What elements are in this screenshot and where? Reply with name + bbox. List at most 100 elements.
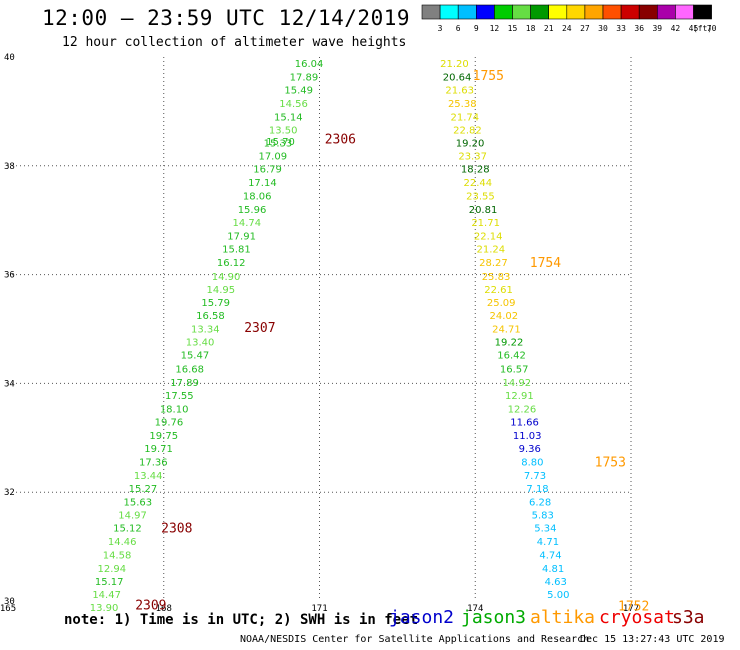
y-tick-label: 30 — [4, 597, 15, 607]
wave-height-label: 12.26 — [508, 405, 537, 416]
colorbar-swatch — [693, 4, 712, 20]
wave-height-label: 15.49 — [284, 86, 313, 97]
wave-height-label: 24.02 — [489, 311, 518, 322]
pass-time-label: 2308 — [161, 522, 192, 537]
wave-height-label: 23.55 — [466, 191, 495, 202]
colorbar-unit-label: (ft) — [693, 24, 712, 33]
wave-height-label: 15.33 — [264, 138, 293, 149]
colorbar-swatch — [602, 4, 622, 20]
wave-height-label: 17.89 — [290, 73, 319, 84]
wave-height-label: 8.80 — [521, 457, 543, 468]
colorbar-legend: 3 6 9 12 15 18 21 24 27 30 33 36 39 42 45 70(ft) — [421, 4, 717, 33]
satellite-altika: altika — [530, 607, 596, 628]
wave-height-label: 15.63 — [123, 498, 152, 509]
colorbar-swatch — [548, 4, 568, 20]
wave-height-label: 24.71 — [492, 325, 521, 336]
colorbar-swatch — [457, 4, 477, 20]
wave-height-label: 15.27 — [129, 484, 158, 495]
wave-height-label: 21.24 — [477, 245, 506, 256]
wave-height-label: 22.61 — [484, 285, 513, 296]
wave-height-label: 9.36 — [519, 444, 541, 455]
wave-height-label: 19.20 — [456, 138, 485, 149]
plot-grid — [8, 57, 632, 601]
colorbar-tick-label: 45 — [689, 24, 699, 33]
x-tick-label: 171 — [311, 604, 327, 614]
wave-height-label: 5.83 — [532, 511, 554, 522]
pass-time-label: 1754 — [530, 256, 561, 271]
wave-height-label: 15.17 — [95, 577, 124, 588]
wave-height-label: 17.09 — [258, 152, 287, 163]
units-note: note: 1) Time is in UTC; 2) SWH is in fe… — [64, 612, 419, 628]
colorbar-swatch — [530, 4, 549, 20]
x-tick-label: 165 — [0, 604, 16, 614]
time-labels: 2306 2307 2308 2309 1755 1754 1753 1752 — [135, 69, 649, 614]
wave-height-label: 11.66 — [510, 418, 539, 429]
wave-height-label: 13.40 — [186, 338, 215, 349]
wave-height-label: 14.56 — [279, 99, 308, 110]
wave-height-label: 25.83 — [482, 272, 511, 283]
colorbar-tick-label: 30 — [598, 24, 608, 33]
wave-height-label: 13.90 — [90, 603, 119, 614]
wave-height-label: 4.71 — [537, 537, 559, 548]
wave-height-label: 7.73 — [524, 471, 546, 482]
wave-height-label: 13.44 — [134, 471, 163, 482]
wave-height-label: 12.91 — [505, 391, 534, 402]
colorbar-swatch — [494, 4, 513, 20]
colorbar-tick-label: 6 — [456, 24, 461, 33]
wave-height-label: 16.57 — [500, 364, 529, 375]
colorbar-swatch — [675, 4, 694, 20]
wave-height-label: 5.34 — [534, 524, 556, 535]
colorbar-swatch — [512, 4, 531, 20]
wave-height-label: 4.63 — [545, 577, 567, 588]
wave-height-label: 15.47 — [181, 351, 210, 362]
wave-height-label: 22.82 — [453, 125, 482, 136]
wave-height-label: 19.22 — [495, 338, 524, 349]
satellite-s3a: s3a — [672, 607, 705, 628]
colorbar-tick-label: 27 — [580, 24, 590, 33]
colorbar-tick-label: 39 — [652, 24, 662, 33]
wave-height-label: 16.04 — [295, 59, 324, 70]
colorbar-swatch — [656, 4, 676, 20]
pass-time-label: 2306 — [325, 133, 356, 148]
y-tick-label: 34 — [4, 379, 15, 389]
colorbar-swatch — [475, 4, 495, 20]
wave-height-label: 11.03 — [513, 431, 542, 442]
wave-height-label: 16.42 — [497, 351, 526, 362]
wave-height-label: 17.91 — [227, 232, 256, 243]
pass-time-label: 2307 — [244, 321, 275, 336]
wave-height-label: 21.71 — [471, 218, 500, 229]
wave-height-label: 21.74 — [451, 112, 480, 123]
colorbar-tick-label: 70 — [707, 24, 717, 33]
colorbar-tick-label: 33 — [616, 24, 626, 33]
colorbar-tick-label: 9 — [474, 24, 479, 33]
y-tick-label: 36 — [4, 271, 15, 281]
wave-height-label: 15.14 — [274, 112, 303, 123]
wave-height-label: 14.95 — [207, 285, 236, 296]
colorbar-swatch — [566, 4, 586, 20]
wave-height-points: 16.04 17.89 15.49 14.56 15.14 13.5015.7015.33… — [90, 59, 570, 614]
wave-height-label: 4.74 — [539, 550, 561, 561]
wave-height-label: 14.97 — [118, 511, 147, 522]
wave-height-label: 16.58 — [196, 311, 225, 322]
wave-height-label: 12.94 — [98, 564, 127, 575]
wave-height-label: 13.34 — [191, 325, 220, 336]
wave-height-label: 14.46 — [108, 537, 137, 548]
x-tick-label: 177 — [623, 604, 639, 614]
y-tick-label: 32 — [4, 488, 15, 498]
wave-height-label: 4.81 — [542, 564, 564, 575]
wave-height-label: 17.36 — [139, 457, 168, 468]
wave-height-label: 14.92 — [502, 378, 531, 389]
wave-height-label: 14.58 — [103, 550, 132, 561]
wave-height-label: 15.70 — [266, 137, 295, 148]
wave-height-label: 23.37 — [458, 152, 487, 163]
colorbar-tick-label: 15 — [508, 24, 518, 33]
colorbar-tick-label: 12 — [490, 24, 500, 33]
satellite-cryosat: cryosat — [599, 607, 675, 628]
wave-height-label: 16.68 — [175, 364, 204, 375]
colorbar-tick-label: 36 — [634, 24, 644, 33]
wave-height-label: 19.71 — [144, 444, 173, 455]
axis-ticks: 165 168 171 174 177 30 32 34 36 38 40 — [0, 53, 639, 614]
pass-time-label: 1752 — [618, 599, 649, 614]
